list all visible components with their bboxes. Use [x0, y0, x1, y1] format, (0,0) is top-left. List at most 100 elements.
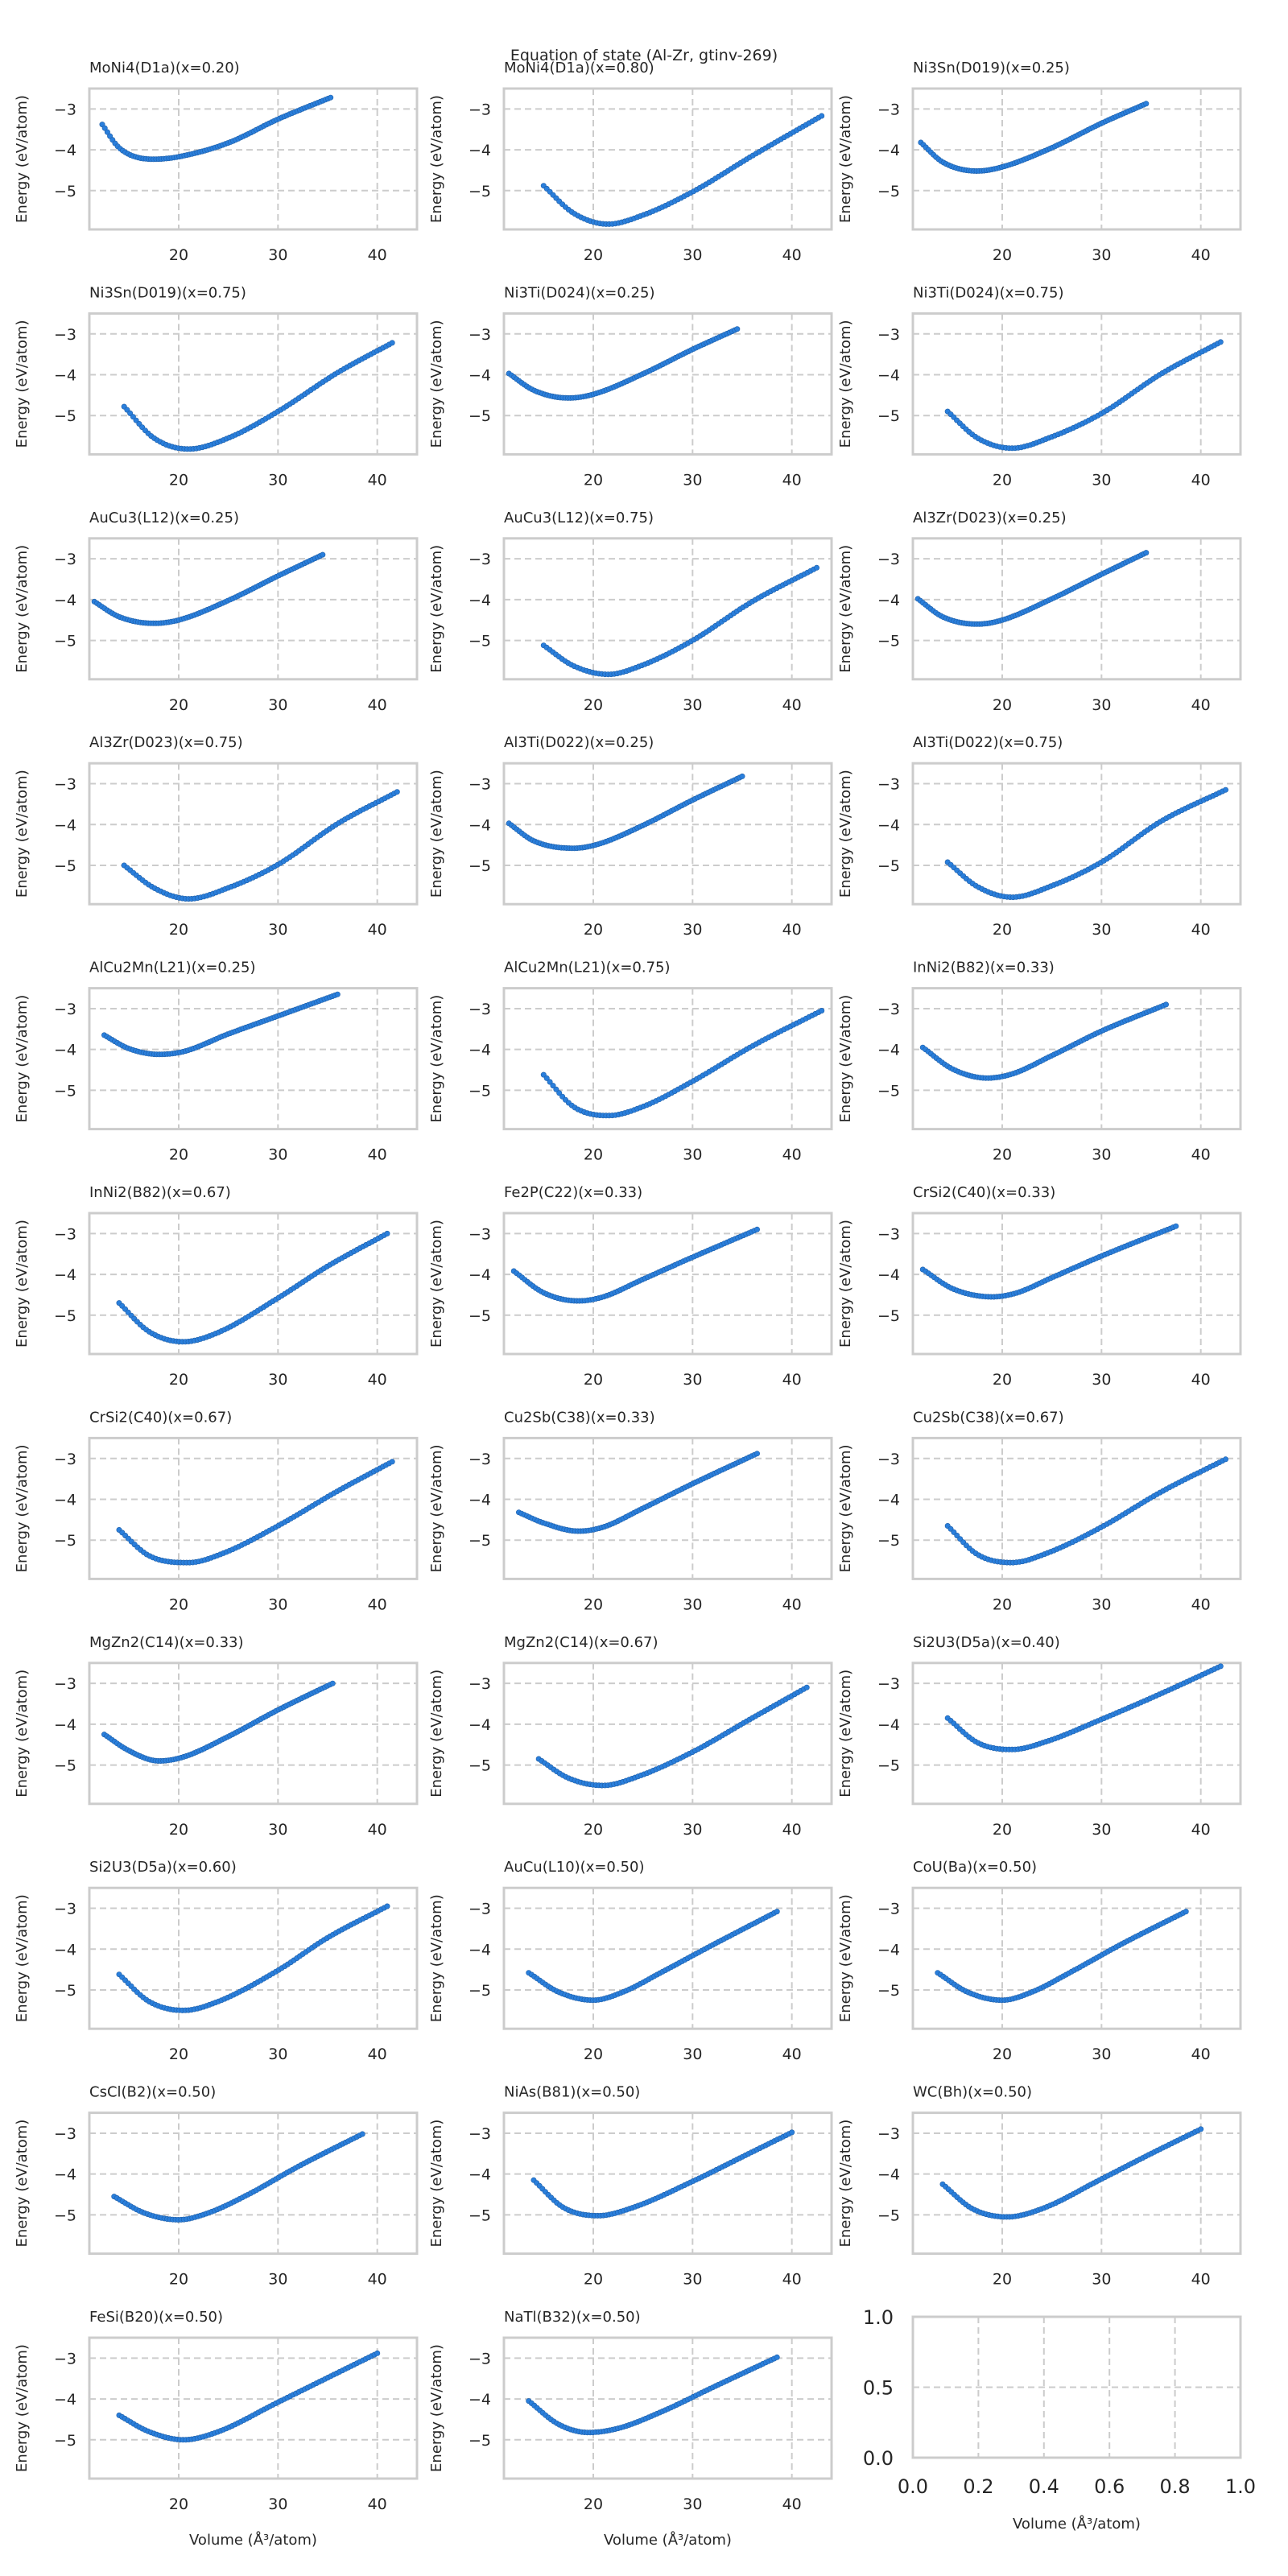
- subplot-title: MgZn2(C14)(x=0.67): [504, 1634, 658, 1651]
- y-axis-label: Energy (eV/atom): [14, 2344, 31, 2472]
- subplot-title: Cu2Sb(C38)(x=0.67): [913, 1409, 1064, 1426]
- subplot-title: Si2U3(D5a)(x=0.40): [913, 1634, 1060, 1651]
- subplot-title: Fe2P(C22)(x=0.33): [504, 1184, 642, 1201]
- y-tick-label: −4: [877, 1266, 900, 1284]
- data-point: [104, 129, 110, 135]
- data-series: [506, 326, 741, 401]
- subplot-title: Al3Zr(D023)(x=0.75): [89, 734, 243, 751]
- x-tick-label: 20: [584, 1821, 603, 1839]
- y-tick-label: −5: [877, 1532, 900, 1550]
- subplot-title: Ni3Ti(D024)(x=0.75): [913, 284, 1063, 301]
- figure-suptitle: Equation of state (Al-Zr, gtinv-269): [510, 47, 778, 64]
- x-tick-label: 20: [993, 246, 1012, 264]
- y-tick-label: −3: [54, 2125, 76, 2143]
- y-tick-label: −4: [54, 816, 76, 834]
- y-tick-label: −4: [54, 142, 76, 159]
- subplot-title: AuCu(L10)(x=0.50): [504, 1859, 645, 1876]
- x-tick-label: 20: [584, 1146, 603, 1164]
- y-axis-label: Energy (eV/atom): [14, 1670, 31, 1798]
- data-point: [540, 1071, 547, 1078]
- y-tick-label: −3: [469, 1675, 491, 1693]
- x-tick-label: 20: [993, 2271, 1012, 2289]
- plot-frame: [88, 987, 419, 1131]
- data-series: [515, 1451, 760, 1534]
- data-series: [540, 564, 819, 678]
- subplot-panel: Al3Zr(D023)(x=0.25) Energy (eV/atom) 20 30 4…: [837, 510, 1242, 714]
- x-tick-label: 20: [584, 2046, 603, 2063]
- x-tick-label: 40: [368, 1821, 387, 1839]
- data-series: [99, 94, 334, 163]
- y-tick-label: −4: [469, 1491, 491, 1509]
- data-point: [543, 1075, 550, 1081]
- x-tick-label: 20: [584, 921, 603, 939]
- y-tick-label: −4: [469, 1042, 491, 1059]
- subplot-title: WC(Bh)(x=0.50): [913, 2084, 1032, 2101]
- data-point: [384, 1903, 390, 1909]
- y-axis-label: Energy (eV/atom): [14, 545, 31, 673]
- x-tick-label: 30: [683, 1596, 702, 1613]
- y-tick-label: −4: [469, 1266, 491, 1284]
- data-point: [753, 1451, 760, 1457]
- x-tick-label: 30: [683, 2271, 702, 2289]
- data-series: [944, 786, 1229, 901]
- subplot-panel: Fe2P(C22)(x=0.33) Energy (eV/atom) 20 30 40 −…: [428, 1184, 833, 1389]
- y-tick-label: −5: [469, 857, 491, 875]
- data-series: [526, 1909, 780, 2004]
- data-point: [394, 789, 400, 795]
- data-point: [1223, 786, 1229, 793]
- data-point: [130, 414, 136, 420]
- y-tick-label: −5: [877, 407, 900, 425]
- x-tick-label: 20: [169, 921, 188, 939]
- y-tick-label: −3: [54, 326, 76, 344]
- x-tick-label: 40: [1191, 2271, 1211, 2289]
- y-tick-label: −5: [469, 407, 491, 425]
- plot-frame: [502, 1886, 833, 2030]
- y-tick-label: −4: [877, 1491, 900, 1509]
- x-tick-label: 30: [268, 246, 287, 264]
- y-tick-label: −3: [877, 1451, 900, 1468]
- y-tick-label: −4: [54, 1941, 76, 1959]
- plot-frame: [911, 1662, 1242, 1806]
- x-tick-label: 30: [1092, 1146, 1111, 1164]
- y-tick-label: −5: [54, 1082, 76, 1100]
- y-tick-label: −5: [54, 857, 76, 875]
- subplot-title: Ni3Sn(D019)(x=0.75): [89, 284, 246, 301]
- data-series: [944, 339, 1224, 452]
- data-point: [556, 1090, 563, 1096]
- x-tick-label: 20: [993, 1371, 1012, 1389]
- x-tick-label: 20: [993, 921, 1012, 939]
- y-tick-label: −3: [469, 551, 491, 568]
- data-point: [328, 94, 334, 101]
- plot-frame: [88, 2336, 419, 2480]
- y-axis-label: Energy (eV/atom): [428, 995, 445, 1123]
- data-series: [116, 1903, 390, 2013]
- x-tick-label: 40: [368, 2496, 387, 2513]
- plot-frame: [911, 537, 1242, 681]
- subplot-panel: AlCu2Mn(L21)(x=0.75) Energy (eV/atom) 20 30…: [428, 960, 833, 1164]
- y-axis-label: Energy (eV/atom): [837, 995, 854, 1123]
- y-tick-label: −5: [469, 2207, 491, 2224]
- y-tick-label: −3: [877, 2125, 900, 2143]
- y-tick-label: −5: [469, 1307, 491, 1325]
- y-tick-label: −4: [469, 592, 491, 609]
- plot-frame: [88, 1436, 419, 1580]
- data-point: [1217, 1663, 1224, 1670]
- plot-frame: [911, 762, 1242, 906]
- plot-frame: [88, 1212, 419, 1356]
- y-tick-label: −4: [469, 2391, 491, 2409]
- y-tick-label: −5: [469, 1757, 491, 1775]
- x-tick-label: 20: [993, 2046, 1012, 2063]
- x-tick-label: 30: [268, 1371, 287, 1389]
- subplot-panel: AuCu(L10)(x=0.50) Energy (eV/atom) 20 30 40 −…: [428, 1859, 833, 2063]
- plot-frame: [88, 762, 419, 906]
- y-tick-label: −4: [877, 1716, 900, 1734]
- x-tick-label: 30: [268, 2496, 287, 2513]
- subplot-title: InNi2(B82)(x=0.33): [913, 960, 1055, 976]
- y-tick-label: −3: [54, 101, 76, 118]
- y-tick-label: −4: [54, 366, 76, 384]
- y-tick-label: −3: [54, 1225, 76, 1243]
- y-tick-label: −4: [54, 1491, 76, 1509]
- x-tick-label: 20: [584, 1371, 603, 1389]
- y-axis-label: Energy (eV/atom): [837, 95, 854, 223]
